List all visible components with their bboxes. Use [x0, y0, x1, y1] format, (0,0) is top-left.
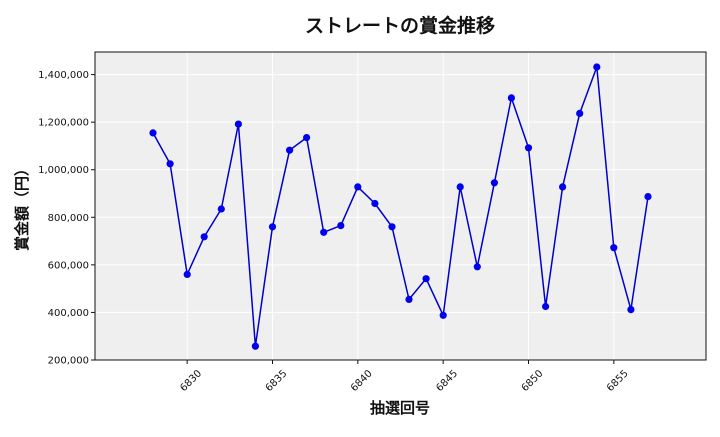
chart-title: ストレートの賞金推移	[305, 14, 495, 37]
y-axis-label: 賞金額（円）	[13, 161, 31, 251]
y-tick-label: 800,000	[48, 213, 89, 224]
x-tick-label: 6830	[178, 368, 204, 394]
y-tick-label: 400,000	[48, 308, 89, 319]
y-tick-label: 200,000	[48, 356, 89, 367]
data-point-6837	[303, 134, 311, 142]
y-tick-label: 1,400,000	[38, 70, 89, 81]
series-line	[152, 66, 649, 347]
data-point-6845	[439, 311, 447, 319]
y-tick-label: 1,000,000	[38, 165, 89, 176]
plot-frame	[94, 51, 707, 361]
x-axis-label: 抽選回号	[370, 399, 430, 417]
data-point-6857	[644, 193, 652, 201]
x-tick-label: 6845	[434, 368, 460, 394]
data-point-6833	[234, 120, 242, 128]
data-point-6851	[542, 302, 550, 311]
data-point-6848	[490, 179, 498, 187]
data-point-6856	[627, 306, 635, 314]
data-point-6834	[251, 342, 259, 350]
x-tick-label: 6850	[520, 368, 546, 394]
data-point-6835	[268, 223, 277, 231]
data-point-6843	[405, 295, 413, 303]
data-point-6839	[337, 222, 345, 230]
data-point-6829	[166, 160, 174, 168]
data-point-6855	[610, 244, 618, 252]
x-tick-label: 6855	[605, 368, 631, 394]
data-point-6852	[559, 183, 567, 191]
data-point-6840	[354, 183, 362, 191]
data-point-6846	[456, 183, 464, 191]
data-point-6844	[422, 275, 430, 283]
plot-area	[95, 52, 706, 360]
y-tick-label: 600,000	[48, 260, 89, 271]
data-point-6849	[507, 94, 515, 102]
data-point-6853	[576, 109, 584, 117]
data-point-6828	[149, 129, 157, 137]
x-tick-label: 6840	[349, 368, 375, 394]
data-point-6842	[388, 223, 396, 231]
data-point-6841	[371, 199, 379, 208]
data-point-6832	[217, 205, 225, 213]
axes	[91, 51, 707, 364]
x-tick-label: 6835	[264, 368, 290, 394]
data-point-6831	[200, 233, 208, 241]
y-tick-label: 1,200,000	[38, 118, 89, 129]
data-point-6847	[473, 263, 481, 271]
data-point-6850	[524, 144, 533, 152]
data-point-6838	[320, 228, 328, 236]
data-point-6854	[593, 63, 601, 71]
data-points	[149, 63, 652, 350]
data-point-6836	[286, 146, 294, 154]
data-point-6830	[183, 270, 191, 278]
grid-lines	[95, 52, 706, 361]
